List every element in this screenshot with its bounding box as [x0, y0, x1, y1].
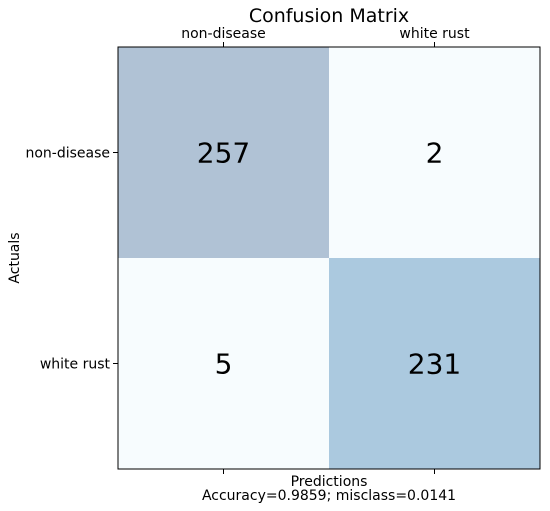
- x-tick-label: white rust: [399, 26, 470, 42]
- cell-value-r1-c0: 5: [215, 348, 233, 381]
- matrix-cell-r0-c1: [329, 47, 540, 258]
- cell-value-r0-c0: 257: [197, 137, 250, 170]
- matrix-cell-r1-c0: [118, 258, 329, 469]
- plot-border: [117, 46, 541, 470]
- cell-value-r1-c1: 231: [408, 348, 461, 381]
- matrix-cell-r0-c0: [118, 47, 329, 258]
- y-tick-label: white rust: [40, 357, 111, 373]
- x-tick-label: non-disease: [181, 26, 266, 42]
- matrix-cell-r1-c1: [329, 258, 540, 469]
- cell-value-r0-c1: 2: [426, 137, 444, 170]
- heatmap-cells: 257 2 5 231: [118, 47, 540, 469]
- y-axis-label: Actuals: [7, 232, 23, 283]
- chart-title: Confusion Matrix: [249, 5, 409, 27]
- x-axis-label: Predictions: [291, 474, 368, 490]
- x-axis-ticks: non-disease white rust: [181, 26, 470, 474]
- y-axis-ticks: non-disease white rust: [25, 146, 118, 373]
- y-tick-label: non-disease: [25, 146, 110, 162]
- accuracy-footer: Accuracy=0.9859; misclass=0.0141: [202, 488, 456, 504]
